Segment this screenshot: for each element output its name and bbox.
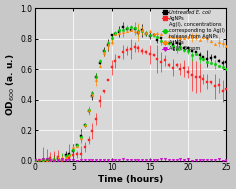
Legend: Untreated E. coli, AgNPs, Ag(I), concentrations
corresponding to Ag(I)
release f: Untreated E. coli, AgNPs, Ag(I), concent… [161,9,226,52]
Y-axis label: OD$_{600}$ (a. u.): OD$_{600}$ (a. u.) [5,53,17,116]
X-axis label: Time (hours): Time (hours) [98,175,163,184]
